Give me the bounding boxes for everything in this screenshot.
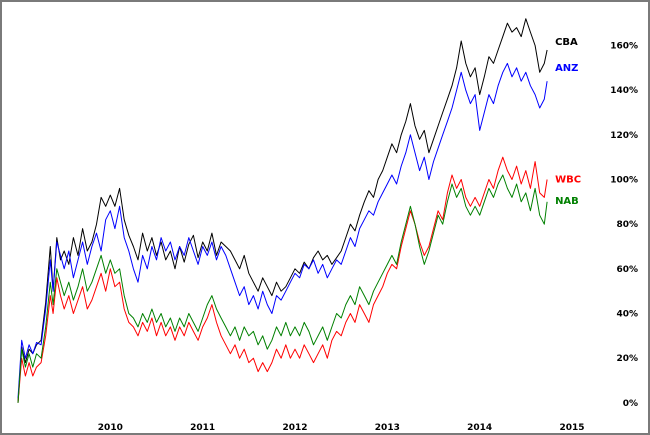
y-tick-label: 40% — [616, 310, 638, 320]
series-line-nab — [17, 174, 548, 403]
y-tick-label: 140% — [610, 86, 638, 96]
x-tick-label: 2010 — [98, 423, 123, 433]
y-tick-label: 0% — [623, 399, 638, 409]
y-axis-ticks: 0% 20% 40% 60% 80% 100% 120% 140% 160% — [610, 42, 638, 409]
x-tick-label: 2012 — [282, 423, 307, 433]
series-line-wbc — [17, 156, 548, 403]
y-tick-label: 100% — [610, 176, 638, 186]
y-tick-label: 60% — [616, 265, 638, 275]
x-tick-label: 2013 — [375, 423, 400, 433]
y-tick-label: 160% — [610, 42, 638, 52]
series-labels: CBA ANZ WBC NAB — [555, 37, 581, 207]
x-tick-label: 2011 — [190, 423, 215, 433]
x-axis-ticks: 2010 2011 2012 2013 2014 2015 — [98, 423, 585, 433]
x-tick-label: 2015 — [559, 423, 584, 433]
y-tick-label: 20% — [616, 354, 638, 364]
series-label-nab: NAB — [555, 196, 579, 207]
y-tick-label: 80% — [616, 220, 638, 230]
x-tick-label: 2014 — [467, 423, 492, 433]
y-tick-label: 120% — [610, 131, 638, 141]
series-label-cba: CBA — [555, 37, 578, 48]
series-lines — [17, 18, 548, 403]
series-label-wbc: WBC — [555, 175, 581, 186]
series-line-cba — [17, 18, 548, 403]
series-line-anz — [17, 62, 548, 399]
series-label-anz: ANZ — [555, 63, 578, 74]
